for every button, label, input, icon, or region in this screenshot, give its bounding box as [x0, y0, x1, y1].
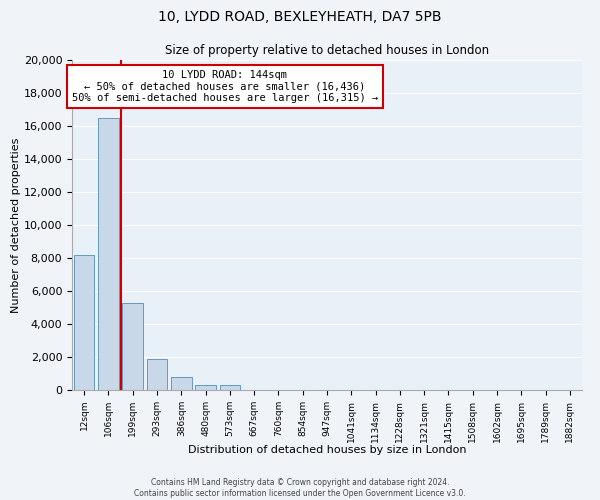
Bar	[195, 385, 216, 390]
Y-axis label: Number of detached properties: Number of detached properties	[11, 138, 21, 312]
Text: Contains HM Land Registry data © Crown copyright and database right 2024.
Contai: Contains HM Land Registry data © Crown c…	[134, 478, 466, 498]
Bar	[171, 377, 191, 390]
Text: 10 LYDD ROAD: 144sqm
← 50% of detached houses are smaller (16,436)
50% of semi-d: 10 LYDD ROAD: 144sqm ← 50% of detached h…	[72, 70, 378, 103]
Bar	[74, 254, 94, 390]
Bar	[146, 360, 167, 390]
Bar	[220, 385, 240, 390]
Text: 10, LYDD ROAD, BEXLEYHEATH, DA7 5PB: 10, LYDD ROAD, BEXLEYHEATH, DA7 5PB	[158, 10, 442, 24]
X-axis label: Distribution of detached houses by size in London: Distribution of detached houses by size …	[188, 444, 466, 454]
Title: Size of property relative to detached houses in London: Size of property relative to detached ho…	[165, 44, 489, 58]
Bar	[122, 302, 143, 390]
Bar	[98, 118, 119, 390]
